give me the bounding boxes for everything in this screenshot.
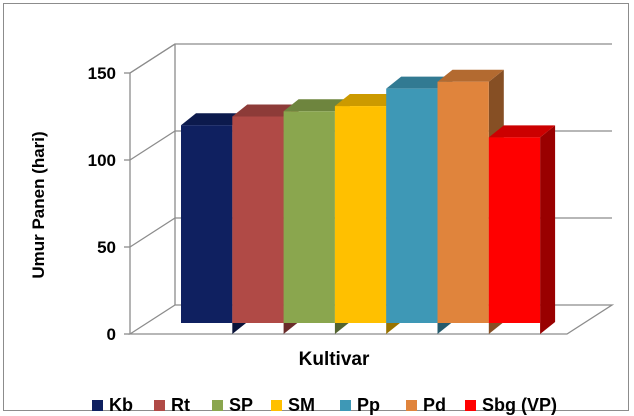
- chart-walls: [127, 43, 615, 335]
- legend-swatch: [406, 400, 417, 411]
- y-axis-ticks: 0 50 100 150: [88, 64, 130, 344]
- x-axis-label: Kultivar: [299, 349, 370, 370]
- legend: Kb Rt SP SM Pp Pd Sbg (VP): [92, 395, 557, 415]
- legend-item: SM: [271, 395, 315, 415]
- legend-swatch: [340, 400, 351, 411]
- legend-label: SM: [288, 395, 315, 415]
- y-tick-label: 150: [88, 64, 116, 83]
- y-tick-label: 100: [88, 151, 116, 170]
- bar-front: [283, 111, 335, 323]
- legend-swatch: [271, 400, 282, 411]
- bar-sbg-vp: [488, 125, 556, 334]
- legend-item: Pd: [406, 395, 446, 415]
- bar-front: [488, 137, 541, 323]
- legend-label: Pp: [357, 395, 380, 415]
- bar-front: [437, 81, 489, 323]
- legend-item: Kb: [92, 395, 133, 415]
- bars: [181, 69, 556, 334]
- bar-top: [386, 76, 453, 89]
- bar-top: [232, 104, 299, 117]
- legend-label: Pd: [423, 395, 446, 415]
- legend-item: SP: [212, 395, 253, 415]
- legend-label: Sbg (VP): [482, 395, 557, 415]
- bar-top: [334, 94, 402, 107]
- y-tick-label: 50: [97, 238, 116, 257]
- bar-top: [488, 125, 556, 138]
- bar-front: [334, 106, 387, 323]
- wall-top-edge: [129, 43, 176, 74]
- legend-swatch: [465, 400, 476, 411]
- legend-label: SP: [229, 395, 253, 415]
- bar-front: [181, 125, 233, 323]
- legend-label: Rt: [171, 395, 190, 415]
- legend-swatch: [212, 400, 223, 411]
- gridline: [129, 43, 612, 74]
- bar-side: [540, 125, 556, 334]
- legend-item: Rt: [154, 395, 190, 415]
- bar-front: [232, 116, 284, 323]
- legend-label: Kb: [109, 395, 133, 415]
- legend-swatch: [92, 400, 103, 411]
- legend-item: Pp: [340, 395, 380, 415]
- bar-top: [181, 113, 248, 126]
- bar-top: [437, 69, 504, 82]
- bar-top: [283, 99, 350, 112]
- legend-swatch: [154, 400, 165, 411]
- y-tick-label: 0: [107, 325, 116, 344]
- legend-item: Sbg (VP): [465, 395, 557, 415]
- bar-front: [386, 88, 438, 323]
- y-axis-label: Umur Panen (hari): [29, 131, 48, 278]
- chart-floor: [127, 304, 615, 335]
